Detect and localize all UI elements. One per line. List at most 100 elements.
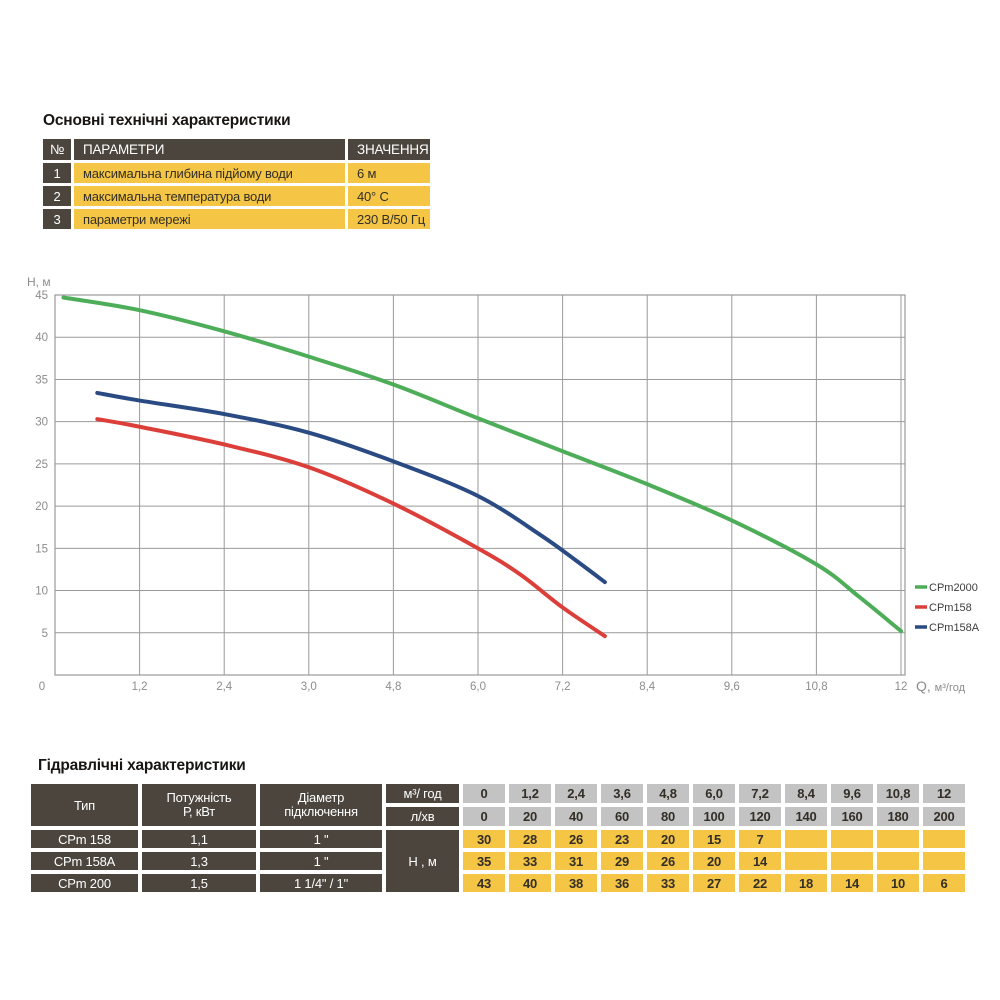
legend-label-CPm2000: CPm2000 <box>929 582 978 594</box>
hydro-flow-l-value: 60 <box>601 807 643 826</box>
hydro-row-type: CPm 200 <box>31 874 138 892</box>
hydro-header-power-line2: Р, кВт <box>182 804 216 819</box>
hydro-head-value <box>923 852 965 870</box>
hydro-flow-l-value: 200 <box>923 807 965 826</box>
x-axis-label: Q, м³/год <box>916 678 966 694</box>
curve-CPm158A <box>95 390 607 585</box>
x-tick-label: 2,4 <box>216 681 233 693</box>
hydro-header-diameter: Діаметр підключення <box>260 784 382 826</box>
legend-label-CPm158: CPm158 <box>929 602 972 614</box>
curve-CPm2000 <box>61 295 903 634</box>
y-tick-label: 10 <box>35 586 48 598</box>
hydro-head-value: 31 <box>555 852 597 870</box>
hydro-head-value: 14 <box>739 852 781 870</box>
tech-table-title: Основні технічні характеристики <box>43 112 291 129</box>
hydro-header-flow-m3: м³/ год <box>386 784 459 803</box>
hydro-flow-l-value: 80 <box>647 807 689 826</box>
hydro-head-value: 15 <box>693 830 735 848</box>
hydro-flow-l-value: 120 <box>739 807 781 826</box>
hydro-head-value <box>785 852 827 870</box>
y-tick-label: 45 <box>35 290 48 302</box>
curve-CPm158 <box>95 417 607 639</box>
hydro-head-value <box>877 830 919 848</box>
tech-row-parameter: максимальна глибина підйому води <box>74 163 345 183</box>
hydro-head-value <box>785 830 827 848</box>
tech-header-param: ПАРАМЕТРИ <box>74 139 345 160</box>
hydro-flow-l-value: 180 <box>877 807 919 826</box>
tech-table: № ПАРАМЕТРИ ЗНАЧЕННЯ 1 максимальна глибин… <box>43 139 430 232</box>
tech-row-number: 2 <box>43 186 71 206</box>
x-tick-label: 10,8 <box>805 681 827 693</box>
hydro-flow-l-value: 20 <box>509 807 551 826</box>
hydro-head-value: 30 <box>463 830 505 848</box>
hydro-head-value: 23 <box>601 830 643 848</box>
hydro-flow-l-value: 140 <box>785 807 827 826</box>
hydro-flow-m3-value: 12 <box>923 784 965 803</box>
hydro-table-title: Гідравлічні характеристики <box>38 757 246 774</box>
x-tick-label: 8,4 <box>639 681 656 693</box>
tech-row-parameter: максимальна температура води <box>74 186 345 206</box>
hydro-flow-m3-value: 2,4 <box>555 784 597 803</box>
hydro-head-value: 43 <box>463 874 505 892</box>
hydro-head-value <box>877 852 919 870</box>
tech-table-row: 3 параметри мережі 230 В/50 Гц <box>43 209 430 229</box>
hydro-flow-l-value: 100 <box>693 807 735 826</box>
hydro-row-power: 1,5 <box>142 874 256 892</box>
x-tick-label: 12 <box>895 681 908 693</box>
hydro-header-diameter-line1: Діаметр <box>297 790 345 806</box>
y-tick-label: 40 <box>35 332 48 344</box>
hydro-flow-m3-value: 9,6 <box>831 784 873 803</box>
hydro-head-value: 26 <box>555 830 597 848</box>
hydro-header-power: Потужність Р, кВт <box>142 784 256 826</box>
tech-header-num: № <box>43 139 71 160</box>
hydro-head-value: 40 <box>509 874 551 892</box>
hydro-header-head: Н , м <box>386 830 459 892</box>
hydro-head-value: 20 <box>693 852 735 870</box>
hydro-flow-l-value: 40 <box>555 807 597 826</box>
x-tick-label: 4,8 <box>385 681 401 693</box>
tech-table-row: 2 максимальна температура води 40° С <box>43 186 430 206</box>
hydro-head-value: 27 <box>693 874 735 892</box>
hydro-head-value: 38 <box>555 874 597 892</box>
hydro-head-value: 28 <box>509 830 551 848</box>
hydro-row-type: CPm 158 <box>31 830 138 848</box>
plot-border <box>54 294 906 676</box>
x-tick-label: 3,0 <box>301 681 317 693</box>
hydro-head-value: 6 <box>923 874 965 892</box>
y-axis-label: Н, м <box>27 275 51 289</box>
tech-row-value: 40° С <box>348 186 430 206</box>
hydro-head-value: 18 <box>785 874 827 892</box>
hydro-flow-l-value: 160 <box>831 807 873 826</box>
hydro-head-value: 22 <box>739 874 781 892</box>
hydro-row-power: 1,3 <box>142 852 256 870</box>
hydro-head-value <box>831 852 873 870</box>
hydro-head-value: 20 <box>647 830 689 848</box>
y-tick-label: 20 <box>35 501 48 513</box>
hydro-head-value: 26 <box>647 852 689 870</box>
legend-label-CPm158A: CPm158A <box>929 622 980 634</box>
hydro-head-value: 35 <box>463 852 505 870</box>
y-tick-label: 25 <box>35 459 48 471</box>
hydro-head-value: 33 <box>647 874 689 892</box>
hydro-header-power-line1: Потужність <box>166 790 232 806</box>
y-tick-label: 15 <box>35 543 48 555</box>
tech-row-value: 230 В/50 Гц <box>348 209 430 229</box>
hydro-row-diameter: 1 " <box>260 830 382 848</box>
hydro-header-flow-l: л/хв <box>386 807 459 826</box>
hydro-head-value <box>831 830 873 848</box>
hydro-head-value: 33 <box>509 852 551 870</box>
hydro-flow-m3-value: 6,0 <box>693 784 735 803</box>
y-tick-label: 30 <box>35 417 48 429</box>
hydro-head-value: 36 <box>601 874 643 892</box>
tech-row-number: 1 <box>43 163 71 183</box>
hydro-flow-m3-value: 4,8 <box>647 784 689 803</box>
hydro-table: Тип Потужність Р, кВт Діаметр підключенн… <box>31 784 965 892</box>
x-tick-label: 1,2 <box>132 681 148 693</box>
tech-row-value: 6 м <box>348 163 430 183</box>
x-tick-label: 6,0 <box>470 681 486 693</box>
hydro-head-value: 10 <box>877 874 919 892</box>
pump-curves-chart: 5 10 15 20 25 30 35 40 45 1,2 2,4 3,0 4,8 6,0 7,2 8,4 9,… <box>0 268 1000 713</box>
hydro-flow-l-value: 0 <box>463 807 505 826</box>
hydro-flow-m3-value: 10,8 <box>877 784 919 803</box>
